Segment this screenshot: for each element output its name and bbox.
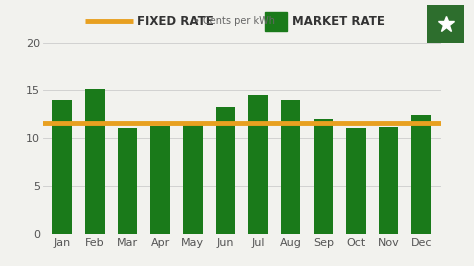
Bar bbox=[53, 100, 72, 234]
Text: MARKET RATE: MARKET RATE bbox=[292, 15, 384, 28]
Bar bbox=[379, 127, 398, 234]
Bar bbox=[411, 115, 431, 234]
Bar bbox=[216, 107, 235, 234]
Bar bbox=[248, 95, 268, 234]
Bar bbox=[183, 123, 202, 234]
Text: FIXED RATE: FIXED RATE bbox=[137, 15, 214, 28]
Bar bbox=[281, 100, 301, 234]
Bar bbox=[346, 128, 366, 234]
Text: • Cents per kWh: • Cents per kWh bbox=[194, 16, 275, 26]
Bar bbox=[118, 128, 137, 234]
Bar bbox=[150, 126, 170, 234]
Bar bbox=[313, 119, 333, 234]
Bar bbox=[85, 89, 105, 234]
